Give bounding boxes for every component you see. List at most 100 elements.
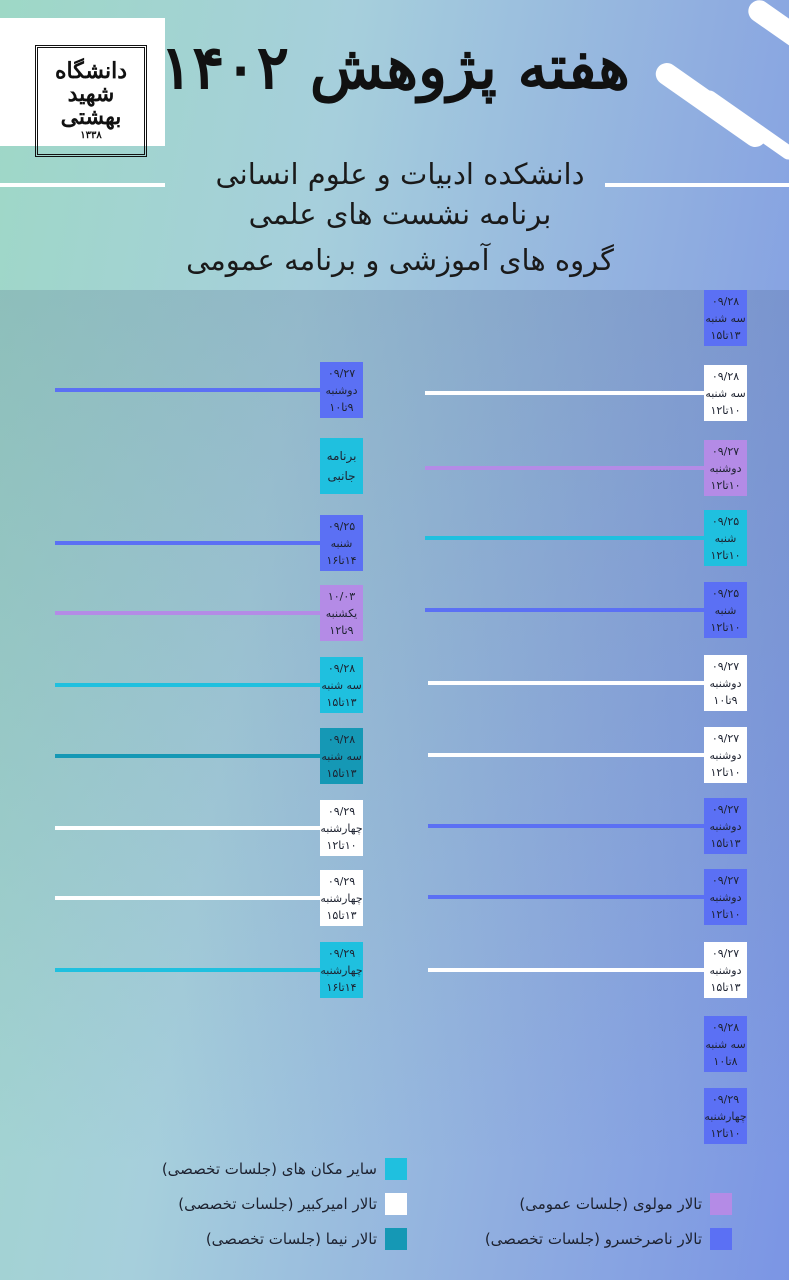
date-box: ۰۹/۲۸ سه شنبه ۱۳تا۱۵ bbox=[320, 657, 363, 713]
logo-container: دانشگاه شهید بهشتی ۱۳۳۸ bbox=[0, 18, 165, 157]
event-time: ۱۳تا۱۵ bbox=[326, 695, 357, 709]
event-time: ۱۰تا۱۲ bbox=[710, 907, 741, 921]
event-day: دوشنبه bbox=[709, 963, 742, 977]
event-date: ۰۹/۲۷ bbox=[711, 946, 740, 960]
event-time: ۱۰تا۱۲ bbox=[710, 478, 741, 492]
faculty-subtitle: دانشکده ادبیات و علوم انسانی bbox=[215, 157, 585, 191]
event-time: ۱۳تا۱۵ bbox=[710, 328, 741, 342]
event-date: ۰۹/۲۹ bbox=[327, 874, 356, 888]
event-day: دوشنبه bbox=[709, 819, 742, 833]
date-box: ۰۹/۲۵ شنبه ۱۴تا۱۶ bbox=[320, 515, 363, 571]
event-date: ۰۹/۲۷ bbox=[711, 659, 740, 673]
event-time: ۱۳تا۱۵ bbox=[710, 836, 741, 850]
event-day: سه شنبه bbox=[705, 386, 746, 400]
groups-subtitle: گروه های آموزشی و برنامه عمومی bbox=[186, 243, 614, 277]
event-date: ۰۹/۲۵ bbox=[711, 586, 740, 600]
event-time: ۱۰تا۱۲ bbox=[326, 838, 357, 852]
divider bbox=[605, 183, 789, 187]
event-date: ۰۹/۲۸ bbox=[711, 294, 740, 308]
event-time: ۱۰تا۱۲ bbox=[710, 1126, 741, 1140]
event-day: چهارشنبه bbox=[320, 821, 363, 835]
event-time: ۸تا۱۰ bbox=[713, 1054, 738, 1068]
event-time: ۹تا۱۰ bbox=[329, 400, 354, 414]
program-subtitle: برنامه نشست های علمی bbox=[248, 197, 552, 231]
event-underline bbox=[425, 536, 704, 540]
event-day: چهارشنبه bbox=[704, 1109, 747, 1123]
event-date: ۰۹/۲۷ bbox=[711, 731, 740, 745]
legend-swatch bbox=[710, 1193, 732, 1215]
legend-label: تالار امیرکبیر (جلسات تخصصی) bbox=[178, 1195, 377, 1213]
date-box: ۰۹/۲۸ سه شنبه ۸تا۱۰ bbox=[704, 1016, 747, 1072]
event-underline bbox=[428, 895, 704, 899]
event-date: ۱۰/۰۳ bbox=[327, 589, 356, 603]
event-underline bbox=[428, 681, 704, 685]
side-program-label: برنامه bbox=[326, 449, 357, 463]
event-date: ۰۹/۲۷ bbox=[327, 366, 356, 380]
legend-label: تالار مولوی (جلسات عمومی) bbox=[519, 1195, 702, 1213]
date-box: ۰۹/۲۷ دوشنبه ۹تا۱۰ bbox=[320, 362, 363, 418]
event-day: سه شنبه bbox=[705, 1037, 746, 1051]
event-time: ۱۰تا۱۲ bbox=[710, 620, 741, 634]
legend-item: تالار نیما (جلسات تخصصی) bbox=[206, 1228, 407, 1250]
event-date: ۰۹/۲۵ bbox=[711, 514, 740, 528]
event-underline bbox=[428, 824, 704, 828]
event-underline bbox=[55, 896, 320, 900]
event-day: دوشنبه bbox=[709, 890, 742, 904]
date-box: ۰۹/۲۹ چهارشنبه ۱۴تا۱۶ bbox=[320, 942, 363, 998]
date-box: برنامه جانبی bbox=[320, 438, 363, 494]
legend-label: تالار نیما (جلسات تخصصی) bbox=[205, 1230, 377, 1248]
event-date: ۰۹/۲۸ bbox=[327, 661, 356, 675]
logo-year: ۱۳۳۸ bbox=[80, 130, 102, 142]
event-underline bbox=[55, 968, 320, 972]
date-box: ۰۹/۲۷ دوشنبه ۹تا۱۰ bbox=[704, 655, 747, 711]
event-time: ۱۴تا۱۶ bbox=[326, 980, 357, 994]
event-day: چهارشنبه bbox=[320, 891, 363, 905]
date-box: ۰۹/۲۸ سه شنبه ۱۰تا۱۲ bbox=[704, 365, 747, 421]
event-time: ۹تا۱۲ bbox=[329, 623, 354, 637]
event-day: دوشنبه bbox=[709, 748, 742, 762]
legend-swatch bbox=[710, 1228, 732, 1250]
event-date: ۰۹/۲۸ bbox=[327, 732, 356, 746]
event-time: ۱۰تا۱۲ bbox=[710, 403, 741, 417]
logo-text: دانشگاه bbox=[54, 58, 128, 85]
event-time: ۱۳تا۱۵ bbox=[326, 908, 357, 922]
legend-swatch bbox=[385, 1193, 407, 1215]
event-day: شنبه bbox=[330, 536, 353, 550]
page-title: هفته پژوهش ۱۴۰۲ bbox=[160, 33, 630, 103]
background-photo-overlay bbox=[0, 290, 789, 1170]
event-date: ۰۹/۲۷ bbox=[711, 444, 740, 458]
event-day: دوشنبه bbox=[325, 383, 358, 397]
event-day: یکشنبه bbox=[325, 606, 358, 620]
side-program-label: جانبی bbox=[327, 469, 356, 483]
event-time: ۹تا۱۰ bbox=[713, 693, 738, 707]
legend-label: سایر مکان های (جلسات تخصصی) bbox=[161, 1160, 377, 1178]
legend-item: تالار امیرکبیر (جلسات تخصصی) bbox=[178, 1193, 407, 1215]
event-day: سه شنبه bbox=[321, 678, 362, 692]
university-logo: دانشگاه شهید بهشتی ۱۳۳۸ bbox=[35, 45, 147, 157]
date-box: ۰۹/۲۸ سه شنبه ۱۳تا۱۵ bbox=[320, 728, 363, 784]
date-box: ۰۹/۲۷ دوشنبه ۱۰تا۱۲ bbox=[704, 869, 747, 925]
legend-label: تالار ناصرخسرو (جلسات تخصصی) bbox=[484, 1230, 702, 1248]
decorative-stripe bbox=[699, 87, 789, 163]
date-box: ۰۹/۲۷ دوشنبه ۱۳تا۱۵ bbox=[704, 942, 747, 998]
event-day: دوشنبه bbox=[709, 676, 742, 690]
date-box: ۰۹/۲۵ شنبه ۱۰تا۱۲ bbox=[704, 510, 747, 566]
date-box: ۱۰/۰۳ یکشنبه ۹تا۱۲ bbox=[320, 585, 363, 641]
event-day: شنبه bbox=[714, 603, 737, 617]
event-date: ۰۹/۲۸ bbox=[711, 1020, 740, 1034]
event-date: ۰۹/۲۹ bbox=[327, 804, 356, 818]
event-day: چهارشنبه bbox=[320, 963, 363, 977]
legend-item: تالار مولوی (جلسات عمومی) bbox=[519, 1193, 732, 1215]
event-date: ۰۹/۲۷ bbox=[711, 802, 740, 816]
date-box: ۰۹/۲۷ دوشنبه ۱۳تا۱۵ bbox=[704, 798, 747, 854]
event-time: ۱۴تا۱۶ bbox=[326, 553, 357, 567]
legend-swatch bbox=[385, 1158, 407, 1180]
event-day: دوشنبه bbox=[709, 461, 742, 475]
event-underline bbox=[55, 683, 320, 687]
legend-item: تالار ناصرخسرو (جلسات تخصصی) bbox=[485, 1228, 732, 1250]
logo-text: شهید بهشتی bbox=[60, 81, 122, 131]
legend-item: سایر مکان های (جلسات تخصصی) bbox=[162, 1158, 407, 1180]
event-time: ۱۳تا۱۵ bbox=[326, 766, 357, 780]
date-box: ۰۹/۲۸ سه شنبه ۱۳تا۱۵ bbox=[704, 290, 747, 346]
